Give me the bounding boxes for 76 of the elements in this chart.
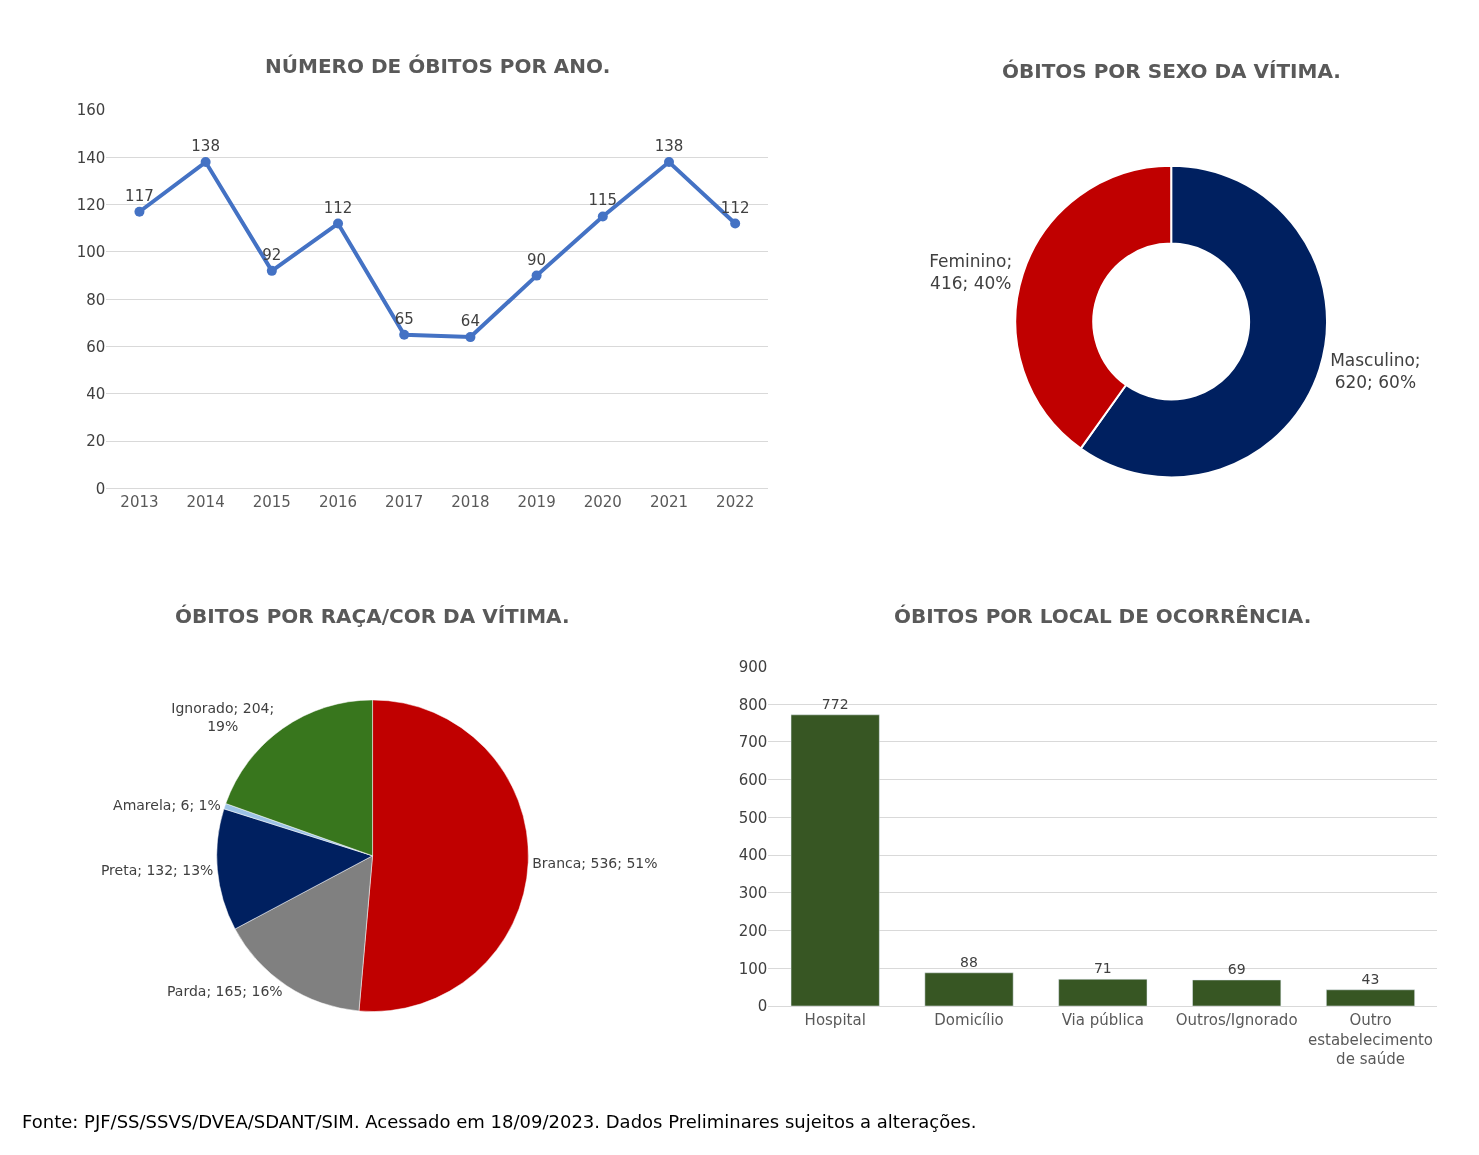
data-label: 43 [1361, 970, 1380, 987]
point [663, 157, 674, 168]
data-label: 90 [527, 250, 547, 269]
x-tick-label: Hospital [804, 1011, 866, 1030]
data-label: 138 [654, 137, 684, 156]
data-label: 112 [720, 198, 750, 217]
x-tick-label: 2018 [451, 493, 490, 512]
y-tick-label: 600 [738, 770, 768, 789]
y-tick-label: 160 [76, 101, 106, 120]
data-label: 138 [191, 137, 220, 156]
y-tick-label: 800 [738, 695, 768, 714]
y-tick-label: 200 [738, 921, 768, 940]
x-tick-label: 2013 [120, 493, 159, 512]
data-label: 69 [1227, 960, 1246, 977]
chart-title: NÚMERO DE ÓBITOS POR ANO. [265, 54, 611, 78]
data-label: 65 [394, 309, 414, 328]
point [266, 265, 277, 276]
y-tick-label: 300 [738, 884, 768, 903]
point [531, 270, 542, 281]
data-label: 112 [323, 198, 353, 217]
point [399, 329, 410, 340]
x-tick-label: 2020 [583, 493, 622, 512]
data-label: 117 [125, 186, 154, 205]
x-tick-label: Via pública [1061, 1011, 1145, 1030]
data-label: 71 [1093, 960, 1112, 977]
x-tick-label: 2016 [318, 493, 358, 512]
bar [790, 714, 880, 1006]
point [333, 218, 344, 229]
bar [1192, 979, 1282, 1006]
bar [1058, 978, 1148, 1006]
y-tick-label: 140 [76, 148, 106, 167]
y-tick-label: 700 [738, 733, 768, 752]
data-label: 92 [262, 245, 282, 264]
slice-label: Preta; 132; 13% [100, 862, 214, 879]
slice-label: Branca; 536; 51% [532, 854, 658, 871]
slice-label: Masculino; 620; 60% [1330, 349, 1421, 392]
x-tick-label: Outro estabelecimento de saúde [1307, 1011, 1434, 1069]
x-tick-label: 2017 [385, 493, 424, 512]
y-tick-label: 120 [76, 195, 106, 214]
y-tick-label: 900 [738, 657, 768, 676]
data-label: 64 [460, 312, 480, 331]
data-label: 772 [821, 695, 849, 712]
y-tick-label: 0 [95, 479, 106, 498]
bar [924, 972, 1014, 1006]
point [200, 157, 211, 168]
x-tick-label: Domicílio [934, 1011, 1004, 1030]
chart-title: ÓBITOS POR RAÇA/COR DA VÍTIMA. [175, 604, 570, 628]
source-note: Fonte: PJF/SS/SSVS/DVEA/SDANT/SIM. Acessado em 18/09/2023. Dados Preliminares sujeitos a alterações. [22, 1111, 977, 1132]
y-tick-label: 100 [76, 243, 106, 262]
x-tick-label: 2022 [716, 493, 755, 512]
chart-title: ÓBITOS POR LOCAL DE OCORRÊNCIA. [894, 604, 1312, 628]
point [730, 218, 741, 229]
slice-label: Amarela; 6; 1% [113, 797, 221, 814]
data-label: 88 [960, 953, 978, 970]
data-label: 115 [588, 191, 618, 210]
y-tick-label: 0 [757, 997, 768, 1016]
x-tick-label: Outros/Ignorado [1175, 1011, 1298, 1030]
x-tick-label: 2019 [517, 493, 556, 512]
y-tick-label: 20 [86, 432, 106, 451]
y-tick-label: 80 [86, 290, 106, 309]
y-tick-label: 60 [86, 337, 106, 356]
y-tick-label: 400 [738, 846, 768, 865]
x-tick-label: 2015 [252, 493, 291, 512]
x-tick-label: 2021 [649, 493, 689, 512]
slice-label: Parda; 165; 16% [167, 983, 283, 1000]
bar [1326, 989, 1415, 1006]
slice-label: Feminino; 416; 40% [929, 251, 1013, 294]
y-tick-label: 100 [738, 959, 768, 978]
point [134, 206, 145, 217]
slice-label: Ignorado; 204; 19% [171, 699, 275, 735]
y-tick-label: 40 [86, 385, 106, 404]
chart-title: ÓBITOS POR SEXO DA VÍTIMA. [1002, 59, 1341, 83]
y-tick-label: 500 [738, 808, 768, 827]
point [465, 332, 476, 343]
x-tick-label: 2014 [186, 493, 225, 512]
point [597, 211, 608, 222]
